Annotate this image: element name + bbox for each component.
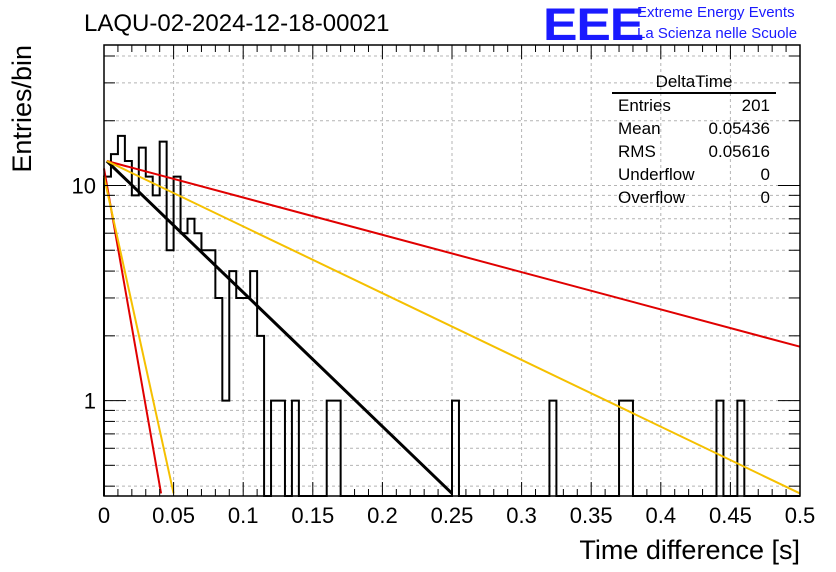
- stats-value: 0: [760, 188, 770, 207]
- stats-label: Entries: [618, 96, 671, 115]
- stats-label: Overflow: [618, 188, 686, 207]
- stats-row-mean: Mean 0.05436: [612, 117, 776, 140]
- logo-caption-line2: La Scienza nelle Scuole: [637, 25, 798, 42]
- stats-row-entries: Entries 201: [612, 94, 776, 117]
- x-tick-label: 0.5: [785, 503, 816, 528]
- x-tick-label: 0.35: [570, 503, 613, 528]
- stats-title: DeltaTime: [612, 72, 776, 94]
- y-axis-label: Entries/bin: [7, 45, 37, 173]
- x-tick-label: 0.2: [367, 503, 398, 528]
- stats-row-rms: RMS 0.05616: [612, 140, 776, 163]
- eee-logo: EEE: [543, 0, 644, 50]
- x-tick-label: 0.45: [709, 503, 752, 528]
- stats-label: RMS: [618, 142, 656, 161]
- x-tick-label: 0: [98, 503, 110, 528]
- fit-line: [106, 160, 801, 495]
- stats-row-underflow: Underflow 0: [612, 163, 776, 186]
- axis-ticks: [103, 45, 801, 496]
- stats-row-overflow: Overflow 0: [612, 186, 776, 209]
- x-tick-label: 0.15: [291, 503, 334, 528]
- stats-value: 0: [760, 165, 770, 184]
- x-tick-label: 0.05: [152, 503, 195, 528]
- fit-line: [105, 159, 454, 495]
- fit-lines: [103, 159, 801, 495]
- y-tick-label: 10: [72, 173, 96, 198]
- x-axis-label: Time difference [s]: [579, 535, 800, 565]
- stats-value: 201: [741, 96, 770, 115]
- x-tick-labels: 0 0.05 0.1 0.15 0.2 0.25 0.3 0.35 0.4 0.45 0.5: [98, 503, 815, 528]
- stats-value: 0.05436: [708, 119, 770, 138]
- fit-line: [106, 160, 801, 348]
- stats-label: Underflow: [618, 165, 695, 184]
- page-title: LAQU-02-2024-12-18-00021: [84, 10, 390, 37]
- stats-value: 0.05616: [708, 142, 770, 161]
- stats-label: Mean: [618, 119, 661, 138]
- y-tick-label: 1: [84, 389, 96, 414]
- stats-box: DeltaTime Entries 201 Mean 0.05436 RMS 0…: [612, 72, 776, 209]
- x-tick-label: 0.1: [228, 503, 259, 528]
- x-tick-label: 0.3: [506, 503, 537, 528]
- logo-caption-line1: Extreme Energy Events: [637, 4, 795, 21]
- fit-line: [103, 176, 175, 494]
- x-tick-label: 0.25: [431, 503, 474, 528]
- y-tick-labels: 1 10: [72, 173, 96, 413]
- x-tick-label: 0.4: [646, 503, 677, 528]
